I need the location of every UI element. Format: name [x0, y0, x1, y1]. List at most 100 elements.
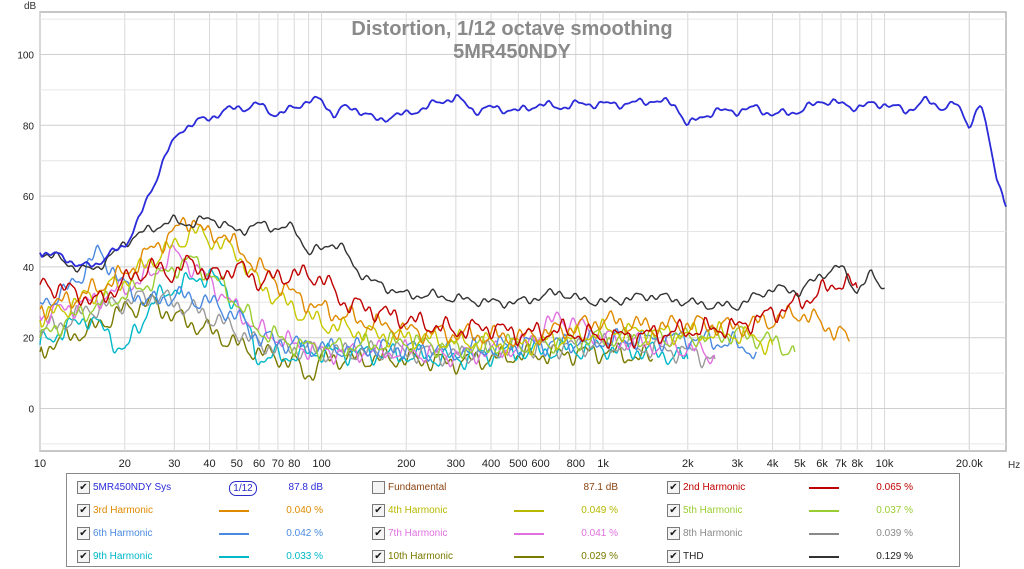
chart-subtitle: 5MR450NDY [453, 41, 571, 63]
grid [39, 12, 1006, 451]
legend-item-value: 0.039 % [876, 528, 913, 539]
legend-item-value: 0.040 % [286, 505, 323, 516]
y-tick-label: 20 [23, 334, 35, 345]
legend-checkbox[interactable]: ✔ [372, 504, 385, 517]
legend-panel: ✔ 5MR450NDY Sys 1/12 87.8 dB Fundamental 87.1… [66, 473, 960, 567]
series-line-5th-harmonic [39, 255, 796, 362]
axis-ticks: 0 20 40 60 80 100 10 20 30 40 50 60 70 80 100 200 300 400… [17, 50, 983, 470]
legend-item-5th-harmonic: ✔ 5th Harmonic 0.037 % [657, 501, 949, 521]
legend-checkbox[interactable]: ✔ [667, 527, 680, 540]
x-tick-label: 6k [816, 458, 828, 470]
legend-item-value: 0.037 % [876, 505, 913, 516]
x-tick-label: 4k [767, 458, 779, 470]
series-line-3rd-harmonic [39, 216, 851, 347]
legend-checkbox[interactable] [372, 481, 385, 494]
x-tick-label: 20.0k [956, 458, 983, 470]
legend-item-value: 87.8 dB [288, 482, 323, 493]
legend-line-swatch [809, 533, 839, 535]
legend-checkbox[interactable]: ✔ [667, 504, 680, 517]
legend-item-thd: ✔ THD 0.129 % [657, 547, 949, 567]
series-lines [39, 94, 1007, 381]
x-tick-label: 300 [447, 458, 465, 470]
distortion-chart: 0 20 40 60 80 100 10 20 30 40 50 60 70 80 100 200 300 400… [17, 1, 1020, 470]
legend-item-label: 4th Harmonic [388, 505, 448, 516]
series-line-thd [39, 214, 885, 311]
legend-item-8th-harmonic: ✔ 8th Harmonic 0.039 % [657, 524, 949, 544]
y-tick-label: 60 [23, 192, 35, 203]
x-tick-label: 50 [231, 458, 243, 470]
legend-item-5mr450ndy-sys: ✔ 5MR450NDY Sys 1/12 87.8 dB [67, 478, 359, 498]
legend-checkbox[interactable]: ✔ [372, 550, 385, 563]
legend-item-value: 0.129 % [876, 551, 913, 562]
legend-checkbox[interactable]: ✔ [667, 481, 680, 494]
x-tick-label: 100 [312, 458, 330, 470]
series-line-6th-harmonic [39, 244, 757, 362]
legend-item-value: 0.049 % [581, 505, 618, 516]
legend-item-label: 6th Harmonic [93, 528, 153, 539]
legend-item-label: 8th Harmonic [683, 528, 743, 539]
legend-item-4th-harmonic: ✔ 4th Harmonic 0.049 % [362, 501, 654, 521]
legend-line-swatch [809, 556, 839, 558]
legend-checkbox[interactable]: ✔ [372, 527, 385, 540]
x-tick-label: 70 [272, 458, 284, 470]
legend-item-9th-harmonic: ✔ 9th Harmonic 0.033 % [67, 547, 359, 567]
x-axis-unit: Hz [1008, 460, 1020, 470]
legend-item-label: 5MR450NDY Sys [93, 482, 172, 493]
x-tick-label: 800 [567, 458, 585, 470]
x-tick-label: 400 [482, 458, 500, 470]
legend-item-label: THD [683, 551, 704, 562]
legend-item-10th-harmonic: ✔ 10th Harmonic 0.029 % [362, 547, 654, 567]
legend-checkbox[interactable]: ✔ [667, 550, 680, 563]
legend-item-value: 0.041 % [581, 528, 618, 539]
legend-item-label: 10th Harmonic [388, 551, 454, 562]
x-tick-label: 8k [851, 458, 863, 470]
x-tick-label: 30 [168, 458, 180, 470]
legend-line-swatch [809, 510, 839, 512]
legend-item-label: 5th Harmonic [683, 505, 743, 516]
legend-line-swatch [809, 487, 839, 489]
x-tick-label: 1k [597, 458, 609, 470]
legend-item-7th-harmonic: ✔ 7th Harmonic 0.041 % [362, 524, 654, 544]
legend-checkbox[interactable]: ✔ [77, 550, 90, 563]
x-tick-label: 60 [253, 458, 265, 470]
x-tick-label: 500 [509, 458, 527, 470]
x-tick-label: 10k [876, 458, 894, 470]
chart-title: Distortion, 1/12 octave smoothing [351, 18, 672, 40]
y-axis-unit: dB [24, 1, 37, 12]
legend-checkbox[interactable]: ✔ [77, 504, 90, 517]
x-tick-label: 20 [119, 458, 131, 470]
legend-line-swatch [514, 510, 544, 512]
legend-line-swatch [219, 556, 249, 558]
legend-line-swatch [219, 533, 249, 535]
legend-item-label: 2nd Harmonic [683, 482, 746, 493]
legend-item-value: 0.033 % [286, 551, 323, 562]
smoothing-button[interactable]: 1/12 [229, 481, 257, 496]
x-tick-label: 200 [397, 458, 415, 470]
x-tick-label: 7k [835, 458, 847, 470]
legend-item-fundamental: Fundamental 87.1 dB [362, 478, 654, 498]
legend-checkbox[interactable]: ✔ [77, 527, 90, 540]
legend-item-label: 3rd Harmonic [93, 505, 154, 516]
x-tick-label: 5k [794, 458, 806, 470]
y-tick-label: 100 [17, 50, 34, 61]
x-tick-label: 3k [732, 458, 744, 470]
y-tick-label: 40 [23, 263, 35, 274]
legend-item-value: 0.029 % [581, 551, 618, 562]
series-line-4th-harmonic [39, 224, 774, 356]
legend-item-6th-harmonic: ✔ 6th Harmonic 0.042 % [67, 524, 359, 544]
series-line-2nd-harmonic [39, 254, 858, 349]
legend-item-label: Fundamental [388, 482, 447, 493]
y-tick-label: 80 [23, 121, 35, 132]
legend-item-2nd-harmonic: ✔ 2nd Harmonic 0.065 % [657, 478, 949, 498]
legend-line-swatch [514, 556, 544, 558]
legend-item-value: 0.065 % [876, 482, 913, 493]
legend-item-label: 7th Harmonic [388, 528, 448, 539]
legend-item-3rd-harmonic: ✔ 3rd Harmonic 0.040 % [67, 501, 359, 521]
legend-checkbox[interactable]: ✔ [77, 481, 90, 494]
series-line-10th-harmonic [39, 293, 654, 381]
x-tick-label: 40 [203, 458, 215, 470]
legend-item-label: 9th Harmonic [93, 551, 153, 562]
x-tick-label: 600 [531, 458, 549, 470]
x-tick-label: 80 [288, 458, 300, 470]
legend-item-value: 0.042 % [286, 528, 323, 539]
